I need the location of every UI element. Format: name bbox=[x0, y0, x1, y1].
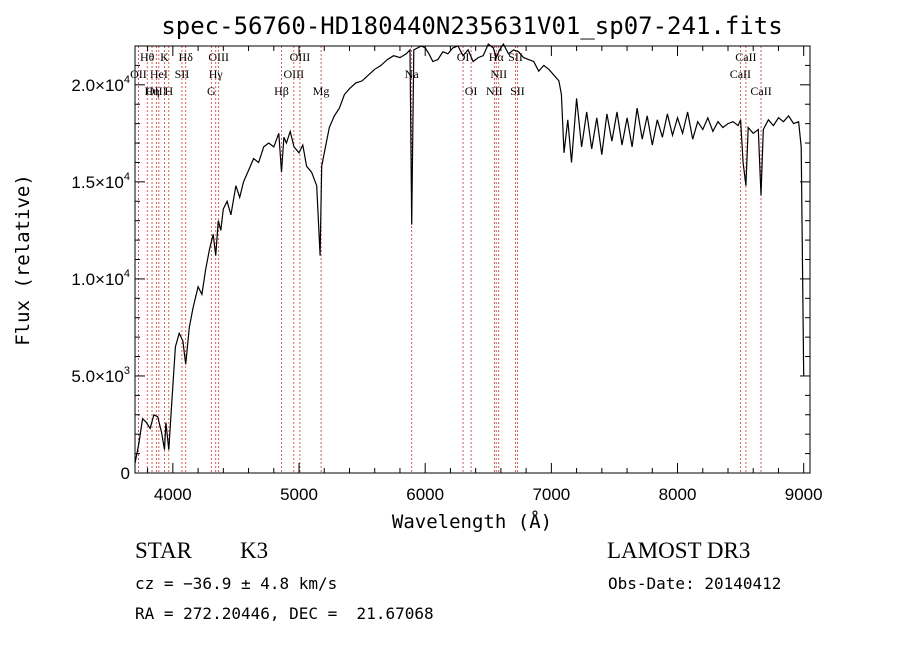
spectral-line-label: OIII bbox=[146, 84, 167, 98]
spectral-line-label: OII bbox=[130, 67, 147, 81]
y-tick-label: 1.0×104 bbox=[71, 268, 130, 289]
survey-name: LAMOST DR3 bbox=[607, 538, 751, 563]
spectral-line-label: OIII bbox=[290, 50, 311, 64]
spectral-line-label: NII bbox=[486, 84, 503, 98]
x-axis-ticks: 4000 5000 6000 7000 8000 9000 bbox=[147, 46, 823, 504]
observation-date: Obs-Date: 20140412 bbox=[608, 574, 782, 593]
x-tick-label: 9000 bbox=[785, 485, 823, 504]
plot-frame bbox=[134, 45, 811, 474]
object-class: STAR bbox=[135, 538, 192, 563]
spectrum-series-line bbox=[134, 42, 805, 464]
spectral-line-label: Hη bbox=[145, 84, 160, 98]
spectral-line-label: OIII bbox=[284, 67, 305, 81]
spectral-line-label: SII bbox=[175, 67, 190, 81]
spectral-line-label: CaII bbox=[730, 67, 751, 81]
chart-title: spec-56760-HD180440N235631V01_sp07-241.f… bbox=[161, 12, 782, 40]
x-tick-label: 8000 bbox=[659, 485, 697, 504]
x-tick-label: 7000 bbox=[532, 485, 570, 504]
y-axis-label: Flux (relative) bbox=[12, 174, 34, 346]
redshift-value: cz = −36.9 ± 4.8 km/s bbox=[135, 574, 338, 593]
spectral-line-label: CaII bbox=[735, 50, 756, 64]
spectral-line-label: CaII bbox=[750, 84, 771, 98]
spectral-line-label: HeI bbox=[150, 67, 168, 81]
y-tick-label: 5.0×103 bbox=[71, 365, 130, 386]
spectral-line-label: SII bbox=[508, 50, 523, 64]
y-tick-label: 1.5×104 bbox=[71, 171, 130, 192]
y-axis-ticks: 0 5.0×103 1.0×104 1.5×104 2.0×104 bbox=[71, 45, 810, 483]
spectral-line-label: OI bbox=[457, 50, 470, 64]
y-tick-label: 2.0×104 bbox=[71, 74, 130, 95]
spectral-line-label: Mg bbox=[313, 84, 330, 98]
x-axis-label: Wavelength (Å) bbox=[392, 510, 552, 533]
spectral-line-label: K bbox=[160, 50, 169, 64]
x-tick-label: 5000 bbox=[280, 485, 318, 504]
object-subclass: K3 bbox=[240, 538, 269, 563]
spectral-line-label: Hθ bbox=[140, 50, 155, 64]
spectral-line-label: OI bbox=[465, 84, 478, 98]
spectral-line-label: Hδ bbox=[179, 50, 194, 64]
spectral-line-label: Na bbox=[405, 67, 420, 81]
spectral-line-label: NII bbox=[490, 67, 507, 81]
spectral-line-label: H bbox=[164, 84, 173, 98]
y-tick-label: 0 bbox=[121, 464, 130, 483]
spectral-line-label: Hγ bbox=[209, 67, 224, 81]
x-tick-label: 6000 bbox=[406, 485, 444, 504]
x-tick-label: 4000 bbox=[154, 485, 192, 504]
spectral-line-label: SII bbox=[510, 84, 525, 98]
spectral-line-label: G bbox=[207, 84, 216, 98]
spectral-line-label: OIII bbox=[208, 50, 229, 64]
spectral-line-label: Hβ bbox=[274, 84, 289, 98]
sky-coordinates: RA = 272.20446, DEC = 21.67068 bbox=[135, 604, 434, 623]
